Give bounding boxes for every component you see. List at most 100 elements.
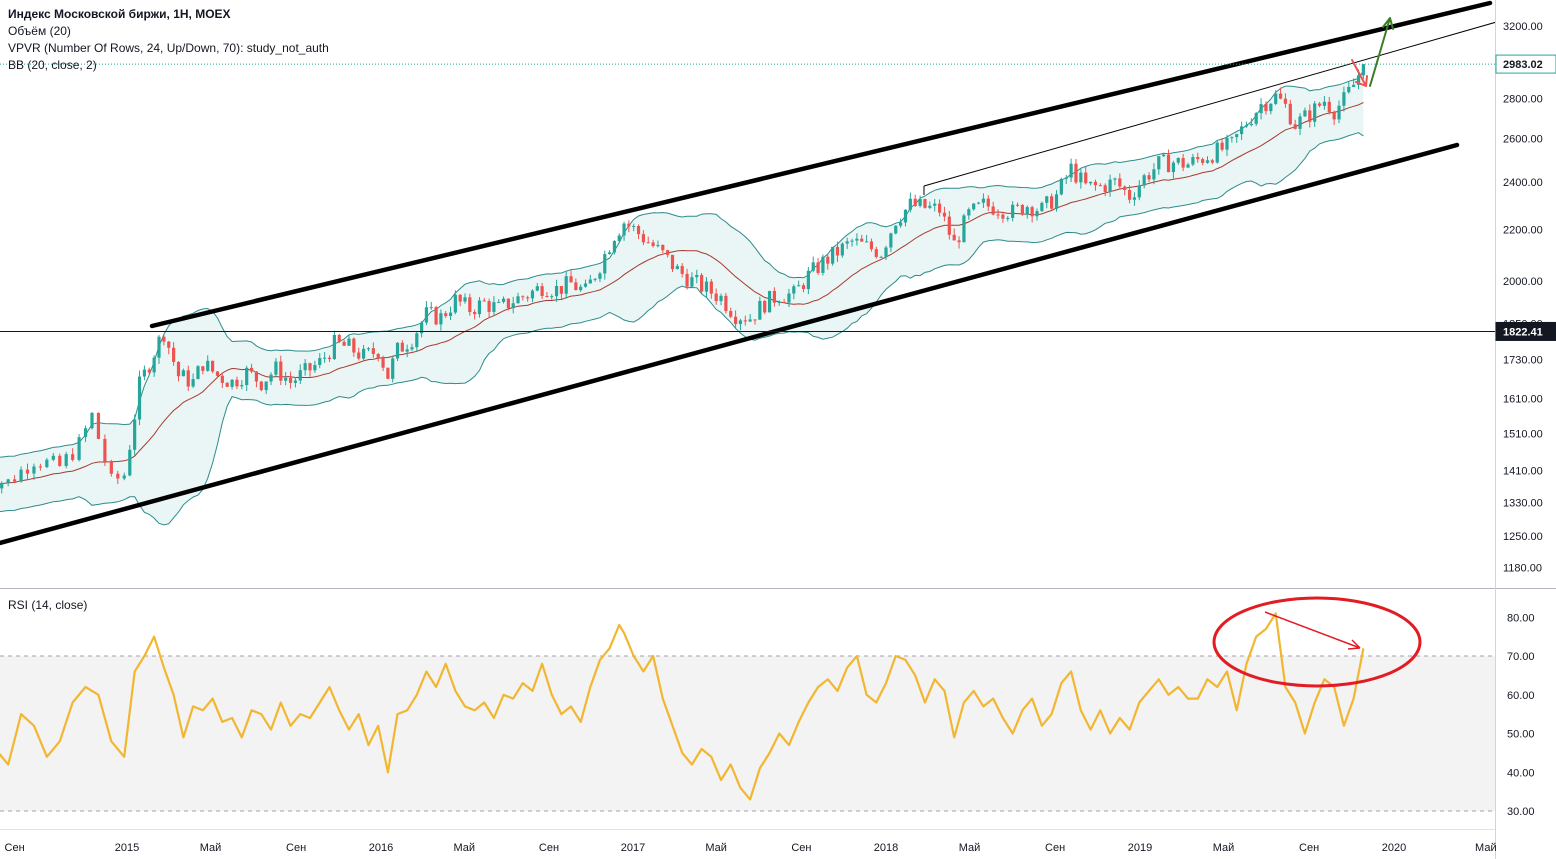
candle-body (738, 320, 743, 325)
candle-body (899, 222, 903, 226)
rsi-tick-label: 30.00 (1507, 806, 1535, 818)
candle-body (554, 285, 559, 297)
candle-body (308, 363, 312, 371)
candle-body (1288, 103, 1292, 125)
candle-body (201, 366, 205, 371)
candle-body (332, 334, 336, 360)
candle-body (1030, 207, 1034, 217)
candle-body (787, 293, 791, 303)
candle-body (617, 235, 621, 242)
candle-body (323, 357, 327, 359)
candle-body (923, 199, 927, 208)
candle-body (1064, 177, 1068, 179)
candle-body (1142, 175, 1146, 186)
candle-body (96, 412, 101, 439)
candle-body (719, 295, 723, 302)
candle-body (497, 301, 501, 303)
candle-body (448, 312, 453, 317)
candle-body (1035, 211, 1039, 217)
time-tick-label: 2015 (115, 842, 139, 854)
candle-body (564, 276, 568, 294)
time-tick-label: 2020 (1382, 842, 1406, 854)
candle-body (598, 273, 602, 279)
candle-body (521, 296, 525, 298)
candle-body (972, 203, 976, 210)
time-tick-label: Май (959, 842, 981, 854)
candle-body (579, 286, 583, 291)
candle-body (162, 336, 166, 342)
candle-body (903, 209, 908, 223)
candle-body (1196, 157, 1200, 160)
candle-body (826, 256, 830, 264)
candle-body (298, 370, 302, 381)
candle-body (651, 242, 655, 247)
candle-body (1215, 142, 1219, 163)
candle-body (864, 241, 869, 243)
candle-body (1113, 178, 1117, 180)
candle-body (1191, 157, 1195, 165)
candle-body (429, 307, 433, 309)
time-tick-label: 2019 (1128, 842, 1152, 854)
candle-body (724, 295, 728, 312)
candle-body (347, 338, 351, 346)
candle-body (137, 376, 142, 420)
candle-body (313, 364, 317, 371)
candle-body (1332, 112, 1336, 120)
lower-channel-line (0, 142, 1460, 546)
candle-body (666, 250, 670, 255)
candle-body (603, 254, 607, 274)
price-axis[interactable]: 1180.00 1250.00 1330.00 1410.00 1510.00 1610.… (1503, 21, 1543, 574)
upper-channel-line (149, 0, 1493, 329)
candle-body (19, 469, 23, 482)
candle-body (482, 300, 486, 302)
candle-body (821, 256, 825, 273)
candle-body (967, 209, 971, 216)
candle-body (1152, 169, 1156, 180)
candle-body (122, 475, 126, 479)
bb-fill (0, 70, 1364, 525)
candle-body (1210, 160, 1214, 163)
candle-body (753, 319, 757, 321)
candle-body (32, 466, 36, 474)
candle-body (928, 205, 932, 208)
candle-body (362, 348, 366, 359)
candle-body (526, 297, 530, 299)
candle-body (13, 479, 17, 482)
candle-body (782, 302, 786, 304)
volume-study-label[interactable]: Объём (20) (8, 24, 71, 38)
candle-body (1254, 113, 1258, 124)
rsi-tick-label: 40.00 (1507, 767, 1535, 779)
candle-body (434, 307, 438, 325)
rsi-study-label[interactable]: RSI (14, close) (8, 598, 88, 612)
candle-body (1084, 172, 1088, 184)
time-axis[interactable]: Сен 2015 Май Сен 2016 Май Сен 2017 Май Сен 2018 Май… (5, 842, 1497, 854)
candle-body (240, 385, 244, 387)
rsi-divergence-arrow (1264, 611, 1361, 650)
vpvr-study-label[interactable]: VPVR (Number Of Rows, 24, Up/Down, 70): … (8, 41, 329, 55)
candle-body (453, 294, 457, 313)
symbol-title[interactable]: Индекс Московской биржи, 1Н, MOEX (8, 7, 231, 21)
candle-body (458, 294, 462, 302)
candle-body (45, 459, 49, 468)
candle-body (1098, 185, 1102, 187)
candle-body (477, 300, 482, 315)
rsi-axis[interactable]: 30.00 40.00 50.00 60.00 70.00 80.00 (1507, 612, 1535, 818)
candle-body (855, 238, 859, 241)
candle-body (1347, 86, 1351, 93)
candle-body (318, 358, 322, 365)
candle-body (1278, 93, 1283, 99)
bb-study-label[interactable]: BB (20, close, 2) (8, 58, 97, 72)
price-tick-label: 2000.00 (1503, 276, 1543, 288)
time-tick-label: Сен (1045, 842, 1065, 854)
price-tick-label: 2400.00 (1503, 177, 1543, 189)
candle-body (1137, 185, 1141, 198)
candle-body (1259, 104, 1263, 114)
candle-body (636, 226, 641, 235)
candle-body (463, 297, 467, 302)
candle-body (656, 244, 660, 247)
candle-body (685, 273, 689, 287)
candle-body (777, 302, 781, 304)
bb-upper-band (0, 70, 1364, 458)
candle-body (116, 473, 120, 479)
